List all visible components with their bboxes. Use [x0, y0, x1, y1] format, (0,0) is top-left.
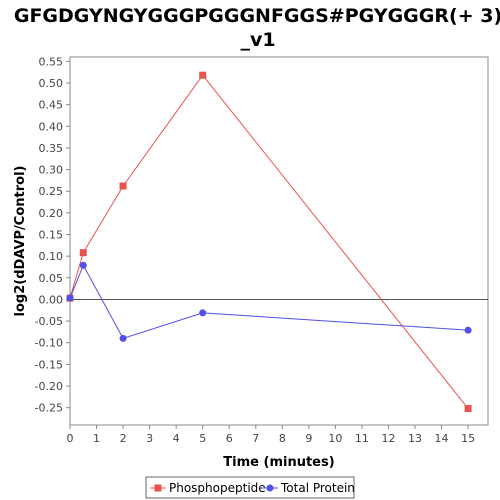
y-tick-label: 0.50 [39, 77, 64, 90]
y-tick-label: 0.05 [39, 272, 64, 285]
x-tick-label: 0 [67, 432, 74, 445]
legend-label-total-protein: Total Protein [280, 481, 355, 495]
data-point-total-protein [119, 334, 127, 342]
y-tick-label: 0.00 [39, 293, 64, 306]
x-tick-label: 14 [435, 432, 449, 445]
chart-title-line2: _v1 [240, 29, 275, 51]
x-tick-label: 8 [279, 432, 286, 445]
x-tick-label: 2 [120, 432, 127, 445]
plot-area [69, 56, 489, 426]
x-tick-label: 7 [252, 432, 259, 445]
data-point-total-protein [66, 294, 74, 302]
y-tick-label: -0.20 [35, 380, 63, 393]
x-tick-label: 5 [199, 432, 206, 445]
y-axis-title: log2(dDAVP/Control) [13, 166, 28, 317]
data-point-total-protein [199, 309, 207, 317]
data-point-phosphopeptide [464, 405, 472, 413]
y-tick-label: 0.35 [39, 142, 64, 155]
y-tick-label: 0.25 [39, 185, 64, 198]
x-tick-label: 11 [355, 432, 369, 445]
legend-marker-total-protein [266, 484, 274, 492]
y-tick-label: 0.10 [39, 250, 64, 263]
legend-box [145, 476, 355, 499]
legend-marker-phosphopeptide [154, 484, 162, 492]
y-tick-label: -0.15 [35, 358, 63, 371]
y-tick-label: 0.55 [39, 55, 64, 68]
x-tick-label: 12 [381, 432, 395, 445]
y-tick-label: -0.25 [35, 402, 63, 415]
legend: Phosphopeptide Total Protein [145, 476, 355, 499]
x-tick-label: 9 [305, 432, 312, 445]
y-axis: -0.25 -0.20 -0.15 -0.10 -0.05 0.00 0.05 0.10 0.1… [35, 55, 70, 415]
x-tick-label: 6 [226, 432, 233, 445]
data-point-total-protein [79, 261, 87, 269]
data-point-phosphopeptide [199, 71, 207, 79]
x-tick-label: 1 [93, 432, 100, 445]
y-tick-label: 0.15 [39, 229, 64, 242]
x-tick-label: 3 [146, 432, 153, 445]
data-point-phosphopeptide [119, 182, 127, 190]
x-tick-label: 15 [461, 432, 475, 445]
data-point-total-protein [464, 326, 472, 334]
y-tick-label: -0.05 [35, 315, 63, 328]
series-layer [66, 71, 472, 413]
x-axis-title: Time (minutes) [223, 455, 334, 470]
x-tick-label: 4 [173, 432, 180, 445]
chart-title: GFGDGYNGYGGGPGGGNFGGS#PGYGGGR(+ 3) [14, 5, 500, 27]
y-tick-label: 0.40 [39, 120, 64, 133]
y-tick-label: -0.10 [35, 337, 63, 350]
x-tick-label: 13 [408, 432, 422, 445]
data-point-phosphopeptide [79, 249, 87, 257]
y-tick-label: 0.30 [39, 164, 64, 177]
legend-label-phosphopeptide: Phosphopeptide [169, 481, 266, 495]
x-axis: 0 1 2 3 4 5 6 7 8 9 10 11 12 13 14 15 [67, 425, 475, 445]
y-tick-label: 0.45 [39, 99, 64, 112]
x-tick-label: 10 [328, 432, 342, 445]
y-tick-label: 0.20 [39, 207, 64, 220]
